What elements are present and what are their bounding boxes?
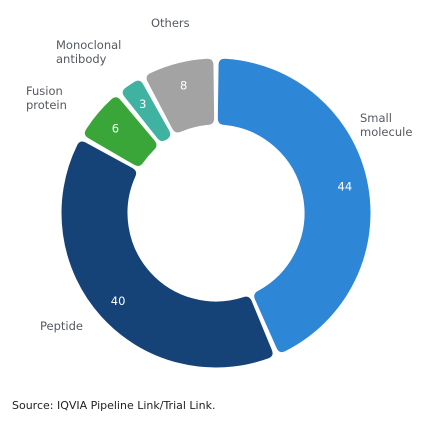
- value-label-peptide: 40: [111, 294, 126, 308]
- value-label-fusion-protein: 6: [112, 121, 119, 135]
- category-label-small-molecule: Small molecule: [360, 111, 412, 139]
- value-label-others: 8: [180, 79, 187, 93]
- slice-peptide: [60, 140, 274, 369]
- category-label-others: Others: [151, 16, 190, 30]
- category-label-monoclonal-antibody: Monoclonal antibody: [56, 38, 121, 66]
- slice-others: [145, 57, 216, 134]
- source-note: Source: IQVIA Pipeline Link/Trial Link.: [12, 399, 216, 412]
- category-label-fusion-protein: Fusion protein: [26, 84, 67, 112]
- slice-monoclonal-antibody: [121, 79, 172, 143]
- slice-small-molecule: [216, 57, 372, 354]
- donut-chart: 44 Small molecule 40 Peptide 6 Fusion protein 3 M…: [26, 16, 412, 369]
- value-label-small-molecule: 44: [338, 180, 353, 194]
- slice-fusion-protein: [83, 96, 158, 168]
- value-label-monoclonal-antibody: 3: [139, 97, 146, 111]
- category-label-peptide: Peptide: [40, 319, 83, 333]
